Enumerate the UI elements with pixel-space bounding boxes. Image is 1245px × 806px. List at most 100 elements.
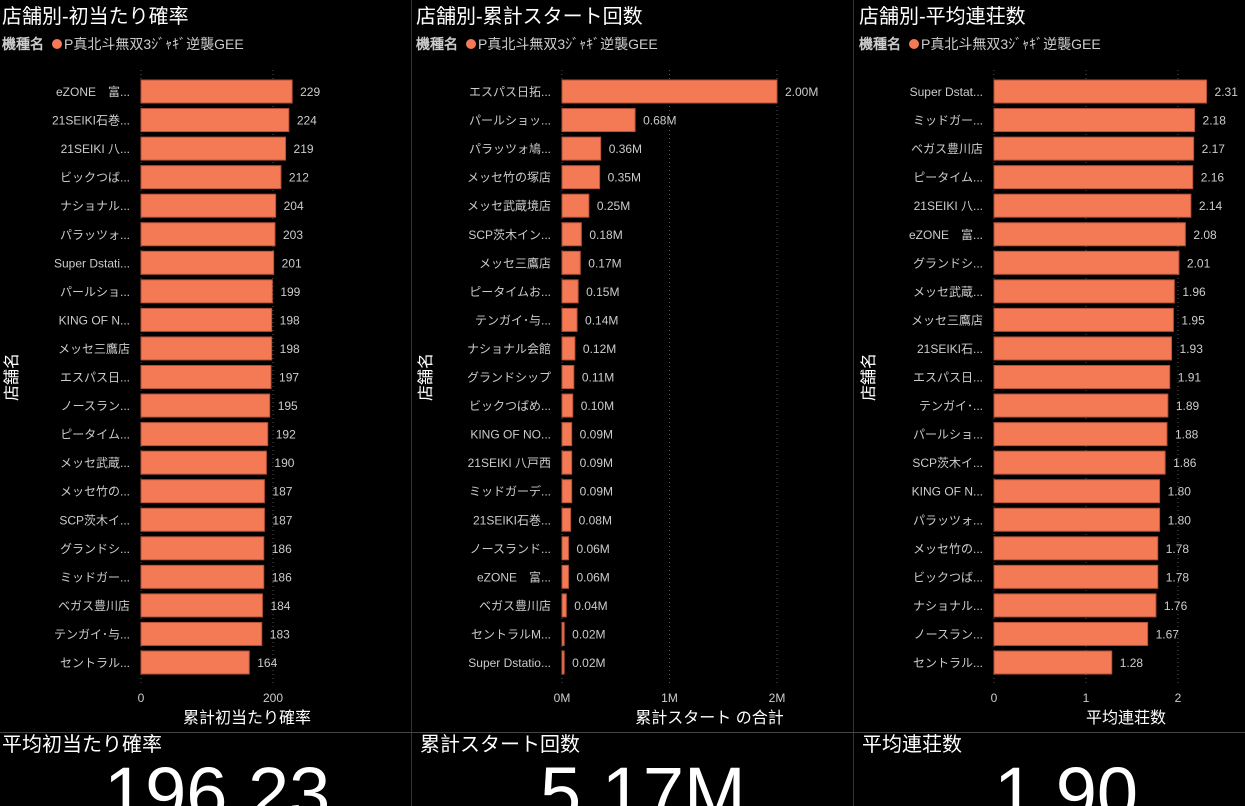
- x-axis-title: 平均連荘数: [1086, 709, 1166, 727]
- bar[interactable]: [561, 450, 573, 475]
- bar[interactable]: [140, 450, 267, 475]
- bar[interactable]: [993, 336, 1173, 361]
- bar[interactable]: [561, 422, 573, 447]
- bar[interactable]: [140, 536, 265, 561]
- bar[interactable]: [993, 79, 1208, 104]
- bar[interactable]: [993, 250, 1180, 275]
- bar-chart[interactable]: 0 1 2 Super Dstat... 2.31 ミッドガー... 2.18 ベガス豊川店 2…: [857, 0, 1245, 732]
- bar[interactable]: [993, 222, 1186, 247]
- bar[interactable]: [140, 279, 273, 304]
- data-label: 0.15M: [586, 285, 619, 299]
- bar[interactable]: [993, 136, 1195, 161]
- bar[interactable]: [561, 593, 567, 618]
- bar[interactable]: [561, 108, 636, 133]
- bar[interactable]: [993, 365, 1171, 389]
- bar[interactable]: [140, 393, 271, 418]
- data-label: 0.08M: [579, 513, 612, 527]
- legend-title: 機種名: [2, 36, 44, 52]
- bar[interactable]: [140, 79, 293, 104]
- bar[interactable]: [993, 536, 1159, 561]
- category-label: 21SEIKI 八戸西: [468, 456, 551, 470]
- data-label: 1.93: [1180, 342, 1204, 356]
- bar[interactable]: [140, 564, 265, 589]
- data-label: 199: [280, 285, 300, 299]
- bar[interactable]: [993, 307, 1174, 332]
- bar[interactable]: [140, 507, 265, 532]
- category-label: Super Dstati...: [54, 256, 130, 270]
- bar[interactable]: [993, 650, 1113, 675]
- bar[interactable]: [140, 165, 282, 190]
- bar[interactable]: [561, 193, 590, 218]
- category-label: メッセ武蔵境店: [467, 198, 551, 213]
- legend[interactable]: 機種名 P真北斗無双3ｼﾞｬｷﾞ逆襲GEE: [416, 34, 658, 54]
- bar[interactable]: [561, 650, 565, 675]
- data-label: 0.06M: [576, 542, 609, 556]
- legend[interactable]: 機種名 P真北斗無双3ｼﾞｬｷﾞ逆襲GEE: [2, 34, 244, 54]
- bar[interactable]: [561, 279, 579, 304]
- category-label: メッセ武蔵...: [60, 456, 130, 470]
- data-label: 2.18: [1203, 114, 1227, 128]
- bar[interactable]: [140, 336, 273, 361]
- bar[interactable]: [561, 365, 575, 389]
- category-label: 21SEIKI石...: [917, 342, 983, 356]
- bar[interactable]: [993, 450, 1166, 475]
- chart-title: 店舗別-累計スタート回数: [416, 6, 643, 28]
- bar[interactable]: [993, 593, 1157, 618]
- category-label: KING OF NO...: [470, 428, 551, 442]
- data-label: 1.78: [1166, 570, 1190, 584]
- bar[interactable]: [993, 279, 1175, 304]
- bar[interactable]: [993, 393, 1169, 418]
- bar[interactable]: [561, 507, 572, 532]
- bar[interactable]: [140, 422, 269, 447]
- bar[interactable]: [993, 108, 1196, 133]
- kpi-label: 累計スタート回数: [420, 734, 580, 756]
- bar[interactable]: [561, 165, 601, 190]
- bar[interactable]: [561, 336, 576, 361]
- bar[interactable]: [140, 479, 265, 504]
- bar[interactable]: [561, 222, 582, 247]
- bar[interactable]: [140, 193, 277, 218]
- data-label: 186: [272, 570, 292, 584]
- bar[interactable]: [561, 479, 573, 504]
- bar[interactable]: [140, 365, 272, 389]
- bar[interactable]: [140, 593, 263, 618]
- bar[interactable]: [993, 422, 1168, 447]
- bar[interactable]: [140, 136, 287, 161]
- bar[interactable]: [561, 79, 778, 104]
- bar-chart[interactable]: 0M 1M 2M エスパス日拓... 2.00M パールショッ... 0.68M パラッツォ鳩…: [414, 0, 852, 732]
- bar[interactable]: [140, 621, 263, 646]
- bar[interactable]: [561, 393, 574, 418]
- category-label: ナショナル...: [913, 599, 983, 613]
- data-label: 204: [284, 199, 304, 213]
- bar[interactable]: [993, 507, 1161, 532]
- data-label: 195: [278, 399, 298, 413]
- bar[interactable]: [561, 621, 565, 646]
- category-label: ベガス豊川店: [911, 142, 983, 156]
- chart-panel-cumulative-starts: 店舗別-累計スタート回数 機種名 P真北斗無双3ｼﾞｬｷﾞ逆襲GEE 店舗名 0M…: [414, 0, 852, 732]
- category-label: エスパス日...: [60, 371, 130, 385]
- bar[interactable]: [140, 307, 273, 332]
- bar[interactable]: [561, 250, 581, 275]
- bar[interactable]: [140, 650, 250, 675]
- data-label: 212: [289, 171, 309, 185]
- bar[interactable]: [993, 193, 1192, 218]
- bar[interactable]: [140, 250, 275, 275]
- data-label: 0.35M: [608, 171, 641, 185]
- category-label: セントラル...: [60, 656, 130, 670]
- bar[interactable]: [561, 536, 569, 561]
- category-label: 21SEIKI石巻...: [473, 513, 551, 527]
- bar[interactable]: [561, 564, 569, 589]
- bar[interactable]: [140, 222, 276, 247]
- bar[interactable]: [561, 136, 602, 161]
- bar[interactable]: [993, 564, 1159, 589]
- category-label: 21SEIKI石巻...: [52, 114, 130, 128]
- bar[interactable]: [140, 108, 290, 133]
- bar[interactable]: [561, 307, 578, 332]
- data-label: 2.08: [1193, 228, 1217, 242]
- legend[interactable]: 機種名 P真北斗無双3ｼﾞｬｷﾞ逆襲GEE: [859, 34, 1101, 54]
- bar[interactable]: [993, 165, 1194, 190]
- bar-chart[interactable]: 0 200 eZONE 富... 229 21SEIKI石巻... 224 21SEIKI …: [0, 0, 410, 732]
- bar[interactable]: [993, 479, 1161, 504]
- bar[interactable]: [993, 621, 1149, 646]
- kpi-label: 平均連荘数: [862, 734, 962, 756]
